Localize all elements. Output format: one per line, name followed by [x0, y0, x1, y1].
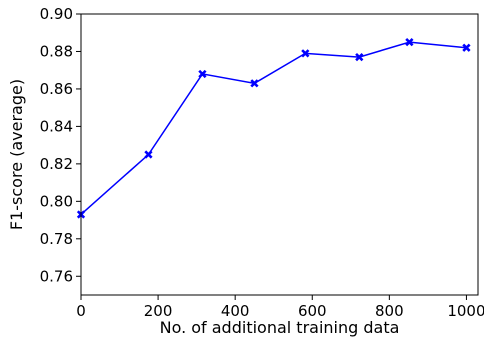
y-tick-label: 0.80 [40, 192, 73, 210]
y-axis-label: F1-score (average) [7, 79, 26, 230]
x-axis-label: No. of additional training data [160, 318, 400, 337]
y-tick-label: 0.86 [40, 80, 73, 98]
marker-stroke [301, 49, 310, 58]
y-tick-label: 0.78 [40, 230, 73, 248]
x-tick-label: 0 [76, 302, 86, 320]
y-tick-label: 0.82 [40, 155, 73, 173]
data-point-marker [355, 52, 364, 62]
x-tick-label: 600 [298, 302, 327, 320]
x-axis-ticks: 0 200 400 600 800 1000 [76, 295, 484, 320]
marker-stroke [355, 52, 364, 62]
marker-stroke [144, 150, 153, 159]
marker-stroke [198, 69, 207, 79]
data-point-marker [250, 79, 259, 88]
data-point-marker [144, 150, 153, 159]
x-tick-label: 200 [144, 302, 173, 320]
y-tick-label: 0.76 [40, 267, 73, 285]
data-point-marker [198, 69, 207, 79]
y-tick-label: 0.90 [40, 5, 73, 23]
data-point-marker [405, 37, 414, 47]
data-point-marker [301, 49, 310, 58]
series-layer [76, 37, 471, 219]
plot-frame [80, 13, 479, 296]
marker-stroke [250, 79, 259, 88]
x-tick-label: 800 [375, 302, 404, 320]
x-tick-label: 1000 [447, 302, 484, 320]
series-line [80, 41, 467, 216]
marker-stroke [405, 37, 414, 47]
data-point-marker [462, 43, 471, 52]
marker-stroke [462, 43, 471, 52]
y-tick-label: 0.84 [40, 117, 73, 135]
x-tick-label: 400 [221, 302, 250, 320]
y-tick-label: 0.88 [40, 42, 73, 60]
y-axis-ticks: 0.76 0.78 0.80 0.82 0.84 0.86 0.88 0.90 [40, 5, 81, 285]
